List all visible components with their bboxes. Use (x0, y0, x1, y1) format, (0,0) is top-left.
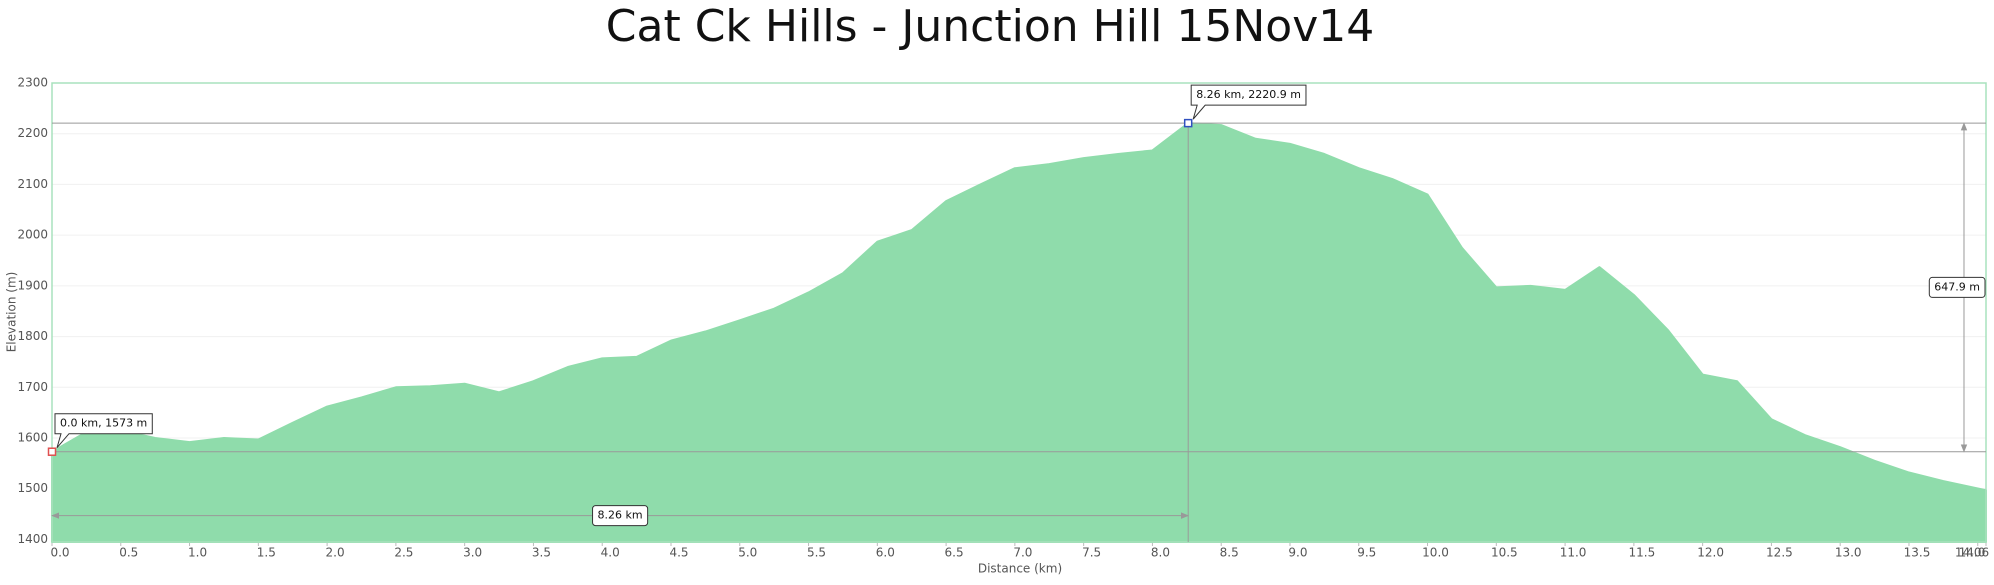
x-tick-label: 7.5 (1082, 546, 1101, 560)
callout-box (1190, 84, 1307, 120)
x-tick-label: 13.5 (1904, 546, 1931, 560)
x-tick-label: 10.0 (1422, 546, 1449, 560)
measure-label: 8.26 km (592, 505, 649, 527)
y-tick-label: 2200 (17, 126, 48, 140)
y-tick-label: 1700 (17, 380, 48, 394)
y-tick-label: 2000 (17, 228, 48, 242)
x-tick-label: 12.5 (1766, 546, 1793, 560)
x-tick-label: 8.5 (1220, 546, 1239, 560)
point-marker (47, 447, 57, 456)
x-tick-label: 10.5 (1491, 546, 1518, 560)
y-tick-label: 1800 (17, 329, 48, 343)
x-tick-label: 3.5 (532, 546, 551, 560)
x-tick-label: 14.06 (1955, 546, 1989, 560)
x-tick-label: 12.0 (1697, 546, 1724, 560)
x-tick-label: 8.0 (1151, 546, 1170, 560)
x-tick-label: 3.0 (463, 546, 482, 560)
x-tick-label: 6.0 (876, 546, 895, 560)
measure-box (1928, 276, 1986, 298)
chart-title: Cat Ck Hills - Junction Hill 15Nov14 (606, 1, 1374, 52)
x-tick-label: 7.0 (1013, 546, 1032, 560)
x-tick-label: 11.0 (1560, 546, 1587, 560)
x-tick-label: 5.5 (807, 546, 826, 560)
measure-box (592, 505, 649, 527)
plot-border (51, 82, 1987, 543)
x-tick-label: 4.5 (669, 546, 688, 560)
x-tick-label: 6.5 (945, 546, 964, 560)
x-axis-label: Distance (km) (978, 562, 1062, 576)
y-tick-label: 1400 (17, 532, 48, 546)
x-tick-label: 1.5 (257, 546, 276, 560)
x-tick-label: 4.0 (601, 546, 620, 560)
x-tick-label: 0.5 (119, 546, 138, 560)
y-tick-label: 1900 (17, 278, 48, 292)
x-tick-label: 9.5 (1357, 546, 1376, 560)
y-tick-label: 2100 (17, 177, 48, 191)
x-tick-label: 2.0 (326, 546, 345, 560)
x-tick-label: 0.0 (50, 546, 69, 560)
elevation-area (51, 122, 1987, 543)
y-tick-label: 1500 (17, 481, 48, 495)
callout: 0.0 km, 1573 m (54, 413, 153, 449)
point-marker (1183, 118, 1193, 128)
measure-text: 8.26 km (598, 509, 643, 522)
x-tick-label: 5.0 (738, 546, 757, 560)
callout-text: 8.26 km, 2220.9 m (1196, 88, 1301, 101)
x-tick-label: 9.0 (1288, 546, 1307, 560)
y-tick-label: 2300 (17, 76, 48, 90)
y-tick-label: 1600 (17, 431, 48, 445)
callout-text: 0.0 km, 1573 m (60, 417, 147, 430)
x-tick-label: 1.0 (188, 546, 207, 560)
measure-text: 647.9 m (1934, 280, 1980, 293)
measure-label: 647.9 m (1928, 276, 1986, 298)
callout-box (54, 413, 153, 449)
x-tick-label: 14.0 (1959, 546, 1986, 560)
y-axis-label: Elevation (m) (5, 272, 19, 353)
x-tick-label: 11.5 (1629, 546, 1656, 560)
callout: 8.26 km, 2220.9 m (1190, 84, 1307, 120)
x-tick-label: 13.0 (1835, 546, 1862, 560)
x-tick-label: 2.5 (394, 546, 413, 560)
